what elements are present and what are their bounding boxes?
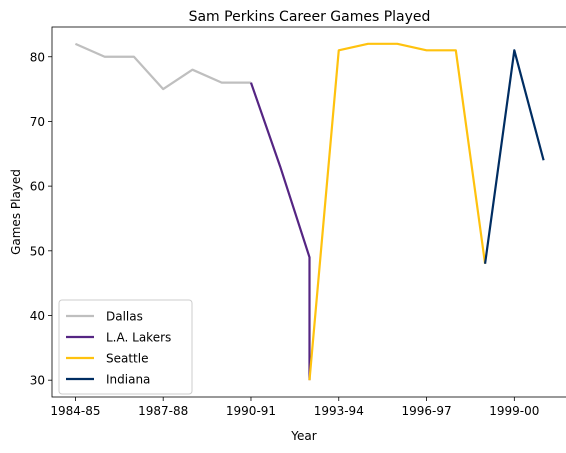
x-tick-label: 1987-88 <box>138 404 188 418</box>
x-tick-label: 1990-91 <box>226 404 276 418</box>
x-tick-label: 1984-85 <box>50 404 100 418</box>
legend-label: Seattle <box>106 352 148 366</box>
legend-label: L.A. Lakers <box>106 331 171 345</box>
axis-layer: 1984-85 1987-88 1990-91 1993-94 1996-97 1999-… <box>30 50 540 418</box>
x-tick-label: 1999-00 <box>489 404 539 418</box>
series-line-dallas <box>74 42 251 91</box>
y-tick-label: 60 <box>30 180 45 194</box>
legend: Dallas L.A. Lakers Seattle Indiana <box>58 299 193 395</box>
y-tick-label: 80 <box>30 50 45 64</box>
chart-title: Sam Perkins Career Games Played <box>189 9 431 25</box>
series-line-indiana <box>483 49 545 264</box>
legend-label: Dallas <box>106 310 143 324</box>
series-line-seattle <box>308 42 487 381</box>
x-tick-label: 1993-94 <box>314 404 364 418</box>
x-axis-label: Year <box>290 429 316 443</box>
x-tick-label: 1996-97 <box>401 404 451 418</box>
y-tick-label: 40 <box>30 309 45 323</box>
y-tick-label: 70 <box>30 115 45 129</box>
legend-box <box>58 299 193 395</box>
plot-area <box>51 26 566 398</box>
y-tick-label: 50 <box>30 244 45 258</box>
legend-label: Indiana <box>106 373 150 387</box>
series-layer <box>74 42 545 381</box>
y-axis-label: Games Played <box>9 169 23 255</box>
series-line-l-a-lakers <box>249 82 311 381</box>
y-tick-label: 30 <box>30 374 45 388</box>
